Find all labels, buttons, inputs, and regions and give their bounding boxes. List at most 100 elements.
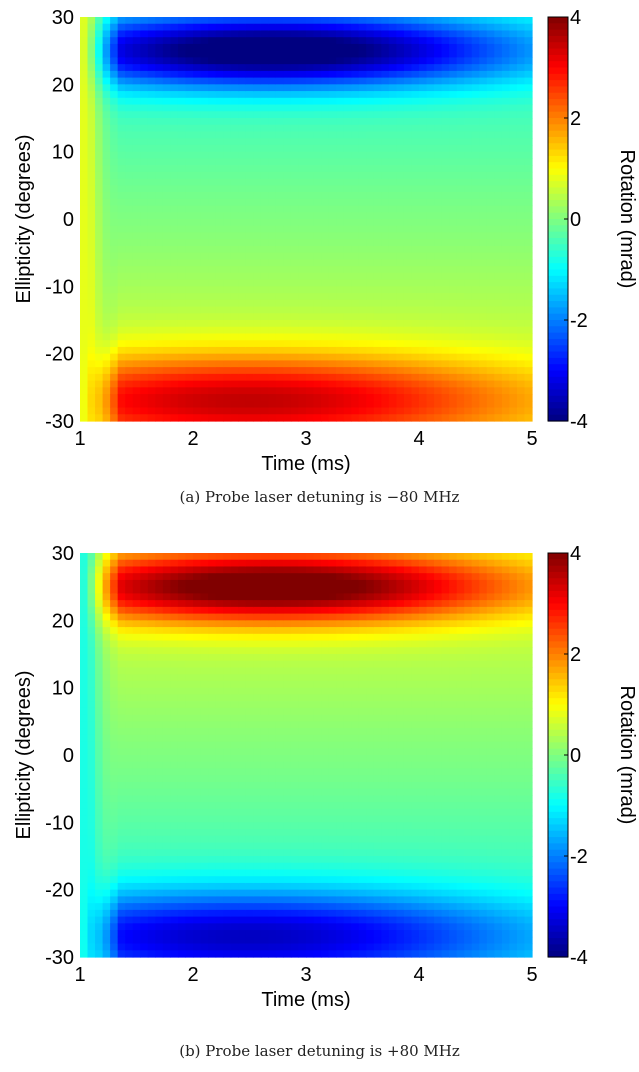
- heatmap-cell: [223, 144, 232, 153]
- heatmap-cell: [117, 815, 126, 823]
- heatmap-cell: [170, 748, 179, 756]
- heatmap-cell: [87, 340, 96, 348]
- heatmap-cell: [411, 57, 420, 65]
- heatmap-cell: [373, 151, 382, 159]
- heatmap-cell: [170, 761, 179, 770]
- heatmap-cell: [200, 333, 209, 341]
- heatmap-cell: [80, 111, 89, 119]
- heatmap-cell: [177, 387, 187, 395]
- heatmap-cell: [245, 245, 254, 254]
- heatmap-cell: [177, 647, 187, 655]
- heatmap-cell: [215, 701, 224, 709]
- heatmap-cell: [313, 151, 322, 159]
- heatmap-cell: [162, 633, 171, 642]
- heatmap-cell: [223, 876, 232, 884]
- heatmap-cell: [87, 91, 96, 99]
- heatmap-cell: [456, 272, 465, 281]
- heatmap-cell: [117, 37, 126, 45]
- heatmap-cell: [434, 23, 443, 32]
- heatmap-cell: [494, 245, 503, 254]
- heatmap-cell: [132, 707, 141, 716]
- heatmap-cell: [275, 37, 284, 45]
- heatmap-cell: [223, 192, 232, 200]
- heatmap-cell: [366, 70, 375, 79]
- heatmap-cell: [215, 559, 224, 568]
- heatmap-cell: [268, 219, 277, 227]
- heatmap-cell: [170, 889, 179, 897]
- heatmap-cell: [223, 320, 232, 328]
- heatmap-cell: [185, 17, 194, 25]
- heatmap-cell: [200, 286, 209, 294]
- heatmap-cell: [230, 252, 239, 260]
- heatmap-cell: [155, 741, 164, 749]
- heatmap-cell: [162, 144, 171, 153]
- heatmap-cell: [396, 144, 405, 153]
- heatmap-cell: [140, 400, 149, 409]
- heatmap-cell: [177, 822, 187, 830]
- heatmap-cell: [200, 346, 209, 355]
- heatmap-cell: [80, 842, 89, 850]
- heatmap-cell: [268, 144, 277, 153]
- heatmap-cell: [471, 192, 480, 200]
- heatmap-cell: [396, 118, 405, 126]
- heatmap-cell: [245, 346, 254, 355]
- heatmap-cell: [524, 84, 533, 92]
- heatmap-cell: [132, 896, 141, 904]
- heatmap-cell: [147, 862, 156, 871]
- heatmap-cell: [155, 593, 164, 601]
- heatmap-cell: [140, 680, 149, 689]
- heatmap-cell: [290, 380, 300, 388]
- heatmap-cell: [200, 245, 209, 254]
- heatmap-cell: [102, 842, 111, 850]
- heatmap-cell: [193, 17, 202, 25]
- heatmap-cell: [170, 930, 179, 938]
- heatmap-cell: [275, 91, 284, 99]
- heatmap-cell: [456, 77, 465, 85]
- heatmap-cell: [245, 171, 254, 180]
- heatmap-cell: [177, 943, 187, 951]
- heatmap-cell: [306, 84, 315, 92]
- heatmap-cell: [306, 17, 315, 25]
- heatmap-cell: [411, 124, 420, 133]
- heatmap-cell: [419, 50, 428, 58]
- heatmap-cell: [260, 64, 269, 72]
- heatmap-cell: [471, 333, 480, 341]
- heatmap-cell: [170, 829, 179, 837]
- heatmap-cell: [223, 553, 232, 561]
- heatmap-cell: [283, 259, 292, 267]
- heatmap-cell: [245, 394, 254, 402]
- heatmap-cell: [283, 252, 292, 260]
- heatmap-cell: [283, 212, 292, 220]
- heatmap-cell: [426, 326, 435, 335]
- heatmap-cell: [388, 326, 397, 335]
- heatmap-cell: [238, 373, 247, 382]
- heatmap-cell: [200, 882, 209, 891]
- heatmap-cell: [95, 755, 104, 763]
- heatmap-cell: [200, 788, 209, 796]
- heatmap-cell: [358, 185, 367, 193]
- heatmap-cell: [381, 138, 390, 146]
- heatmap-cell: [155, 862, 164, 871]
- heatmap-cell: [132, 293, 141, 301]
- heatmap-cell: [479, 400, 488, 409]
- heatmap-cell: [366, 380, 375, 388]
- heatmap-cell: [494, 144, 503, 153]
- heatmap-cell: [177, 286, 187, 294]
- heatmap-cell: [245, 219, 254, 227]
- heatmap-cell: [441, 333, 450, 341]
- heatmap-cell: [343, 30, 352, 38]
- heatmap-cell: [87, 346, 96, 355]
- heatmap-cell: [95, 916, 104, 924]
- heatmap-cell: [230, 91, 239, 99]
- heatmap-cell: [230, 835, 239, 844]
- colorbar-swatch: [548, 105, 568, 113]
- heatmap-cell: [140, 64, 149, 72]
- heatmap-cell: [170, 687, 179, 695]
- heatmap-cell: [140, 553, 149, 561]
- heatmap-cell: [494, 118, 503, 126]
- heatmap-cell: [275, 84, 284, 92]
- heatmap-cell: [215, 394, 224, 402]
- heatmap-cell: [193, 387, 202, 395]
- heatmap-cell: [185, 259, 194, 267]
- heatmap-cell: [155, 694, 164, 702]
